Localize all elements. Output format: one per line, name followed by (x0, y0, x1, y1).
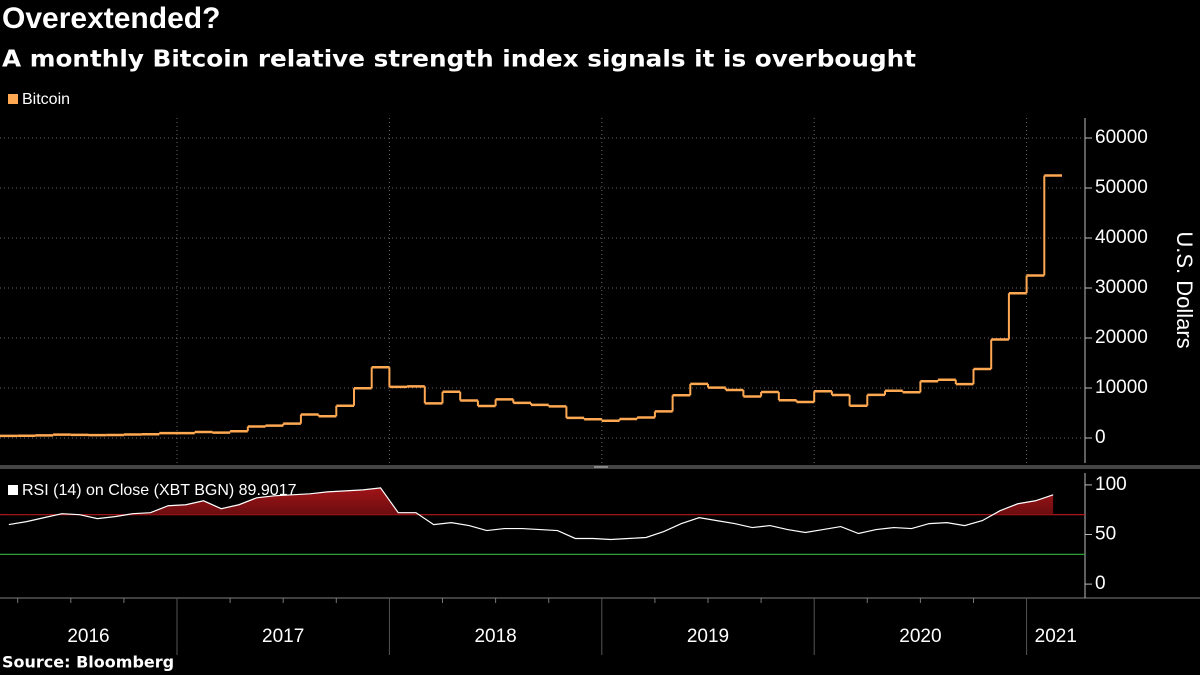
y-tick-label: 50000 (1095, 177, 1148, 198)
y-tick-label: 30000 (1095, 277, 1148, 298)
y-tick-label: 0 (1095, 573, 1106, 594)
y-axis-label: U.S. Dollars (1172, 231, 1197, 348)
x-tick-label: 2016 (67, 626, 109, 647)
x-tick-label: 2018 (474, 626, 516, 647)
y-tick-label: 0 (1095, 427, 1106, 448)
y-tick-label: 40000 (1095, 227, 1148, 248)
plot-layer: 0 10000 20000 30000 40000 50000 60000 U.S. Doll… (0, 91, 1197, 655)
y-tick-label: 60000 (1095, 127, 1148, 148)
chart-subtitle: A monthly Bitcoin relative strength inde… (2, 47, 916, 73)
legend-swatch (8, 485, 18, 495)
source: Source: Bloomberg (2, 653, 174, 672)
legend-label: RSI (14) on Close (XBT BGN) 89.9017 (22, 482, 297, 499)
legend-swatch (8, 94, 18, 104)
y-tick-label: 50 (1095, 524, 1116, 545)
divider-handle (594, 466, 608, 468)
rsi-line (8, 487, 1054, 541)
x-tick-label: 2017 (262, 626, 304, 647)
chart-title: Overextended? (2, 2, 220, 35)
y-tick-label: 100 (1095, 474, 1127, 495)
x-tick-label: 2021 (1035, 626, 1077, 647)
x-tick-label: 2020 (899, 626, 941, 647)
y-tick-label: 10000 (1095, 377, 1148, 398)
x-tick-label: 2019 (687, 626, 729, 647)
y-tick-label: 20000 (1095, 327, 1148, 348)
legend-label: Bitcoin (22, 91, 70, 108)
